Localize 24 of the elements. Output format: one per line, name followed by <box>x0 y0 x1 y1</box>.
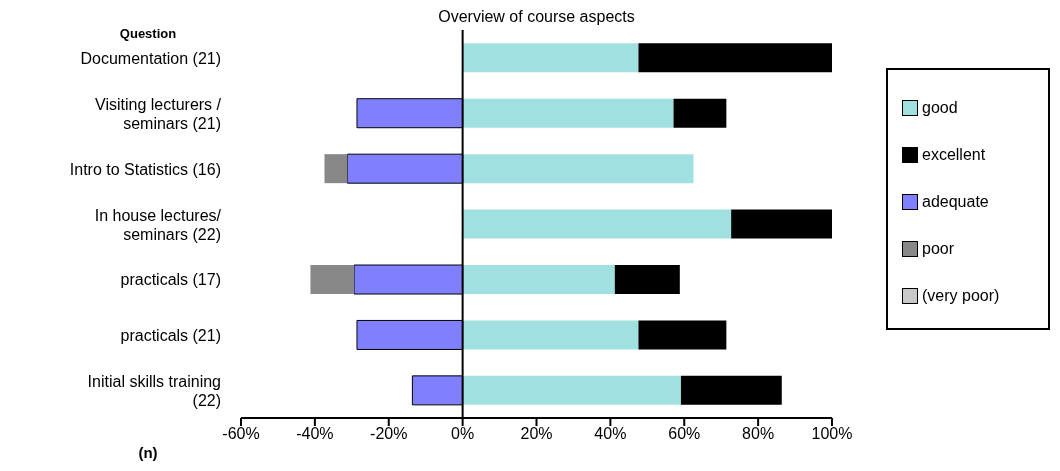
x-tick-label: 100% <box>811 425 853 443</box>
x-tick-label: 80% <box>742 425 775 443</box>
y-tick-label: Documentation (21) <box>80 49 221 67</box>
y-tick-label: Intro to Statistics (16) <box>69 160 221 178</box>
x-tick-label: 40% <box>594 425 627 443</box>
x-tick-label: 20% <box>520 425 553 443</box>
y-tick-label: practicals (21) <box>120 326 221 344</box>
legend-label: (very poor) <box>922 286 1000 305</box>
y-axis-title: Question <box>118 26 178 41</box>
y-tick-label: practicals (17) <box>120 270 221 288</box>
chart-title: Overview of course aspects <box>437 8 636 26</box>
text: (n) <box>137 444 159 461</box>
legend-label: good <box>922 98 958 117</box>
legend-label: adequate <box>922 192 989 211</box>
y-tick-label: In house lectures/ seminars (22) <box>94 206 222 242</box>
x-tick-label: -60% <box>222 425 260 443</box>
x-tick-label: -20% <box>370 425 408 443</box>
legend-label: poor <box>922 239 955 258</box>
x-tick-label: 0% <box>451 425 475 443</box>
legend-label: excellent <box>922 145 986 164</box>
y-tick-label: Initial skills training (22) <box>87 372 221 409</box>
y-tick-label: Visiting lecturers / seminars (21) <box>95 95 222 132</box>
x-tick-label: 60% <box>668 425 701 443</box>
x-tick-label: -40% <box>296 425 334 443</box>
